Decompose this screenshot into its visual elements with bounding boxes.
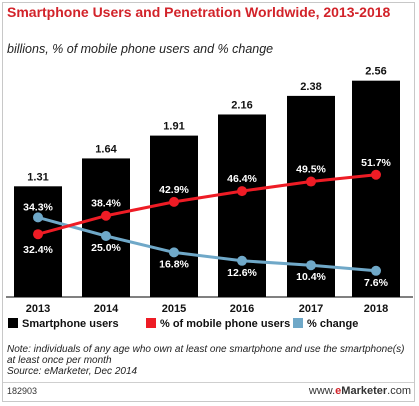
pct-mobile-users-point (306, 176, 316, 187)
pct-change-point (169, 247, 179, 258)
bar-smartphone-users (150, 135, 198, 297)
pct-change-point (101, 231, 111, 241)
footer-divider (3, 382, 414, 383)
legend-label: % change (307, 318, 358, 330)
x-tick-label: 2013 (26, 303, 50, 315)
chart-area: 1.31 1.64 1.91 2.16 2.38 2.56 32.4% 38.4% 42.9% 4… (6, 66, 413, 330)
legend-label: % of mobile phone users (160, 318, 290, 330)
bar-value-label: 1.91 (163, 121, 184, 133)
pct-change-line (37, 215, 377, 273)
pct-change-point (306, 260, 316, 271)
pct-mobile-users-point (169, 196, 179, 207)
brand-e: e (335, 385, 342, 397)
legend-swatch (146, 318, 156, 328)
brand-prefix: www. (308, 385, 336, 397)
bar-value-label: 2.38 (300, 81, 321, 93)
chart-frame (2, 2, 415, 402)
legend-label: Smartphone users (22, 318, 119, 330)
x-tick-label: 2016 (230, 303, 254, 315)
pct-mobile-users-label: 51.7% (361, 157, 391, 169)
pct-mobile-users-point (237, 186, 247, 197)
bar-smartphone-users (14, 186, 62, 297)
x-tick-label: 2015 (162, 303, 186, 315)
x-tick-label: 2014 (94, 303, 119, 315)
pct-change-label: 16.8% (159, 258, 189, 270)
pct-change-point (237, 255, 247, 266)
pct-change-label: 10.4% (296, 271, 326, 283)
chart-source: Source: eMarketer, Dec 2014 (7, 366, 138, 377)
bar-smartphone-users (82, 158, 130, 297)
pct-mobile-users-label: 38.4% (91, 198, 121, 210)
pct-mobile-users-label: 49.5% (296, 164, 326, 176)
chart-note: Note: individuals of any age who own at … (7, 344, 405, 366)
x-tick-label: 2017 (299, 303, 323, 315)
bar-smartphone-users (218, 114, 266, 297)
pct-mobile-users-point (371, 169, 381, 180)
x-tick-label: 2018 (364, 303, 388, 315)
pct-mobile-users-point (33, 229, 43, 240)
chart-title: Smartphone Users and Penetration Worldwi… (7, 4, 391, 20)
pct-change-label: 34.3% (23, 201, 53, 213)
pct-mobile-users-point (101, 210, 111, 221)
brand-suffix: .com (387, 385, 411, 397)
pct-mobile-users-label: 32.4% (23, 244, 53, 256)
bar-value-label: 1.64 (95, 143, 117, 155)
pct-mobile-users-line (37, 173, 377, 236)
bar-value-label: 2.16 (231, 99, 252, 111)
bar-smartphone-users (352, 80, 400, 298)
pct-mobile-users-label: 46.4% (227, 173, 257, 185)
pct-change-point (371, 265, 381, 276)
chart-id: 182903 (7, 386, 38, 396)
pct-mobile-users-label: 42.9% (159, 184, 189, 196)
brand-rest: Marketer (341, 385, 388, 397)
pct-change-label: 7.6% (364, 277, 389, 289)
chart-subtitle: billions, % of mobile phone users and % … (7, 42, 274, 56)
bar-value-label: 1.31 (27, 171, 48, 183)
pct-change-label: 25.0% (91, 242, 121, 254)
brand-logo: www.eMarketer.com (309, 385, 411, 397)
pct-change-point (33, 212, 43, 223)
legend-swatch (293, 318, 303, 328)
legend-swatch (8, 318, 18, 328)
bar-value-label: 2.56 (365, 66, 386, 78)
pct-change-label: 12.6% (227, 267, 257, 279)
